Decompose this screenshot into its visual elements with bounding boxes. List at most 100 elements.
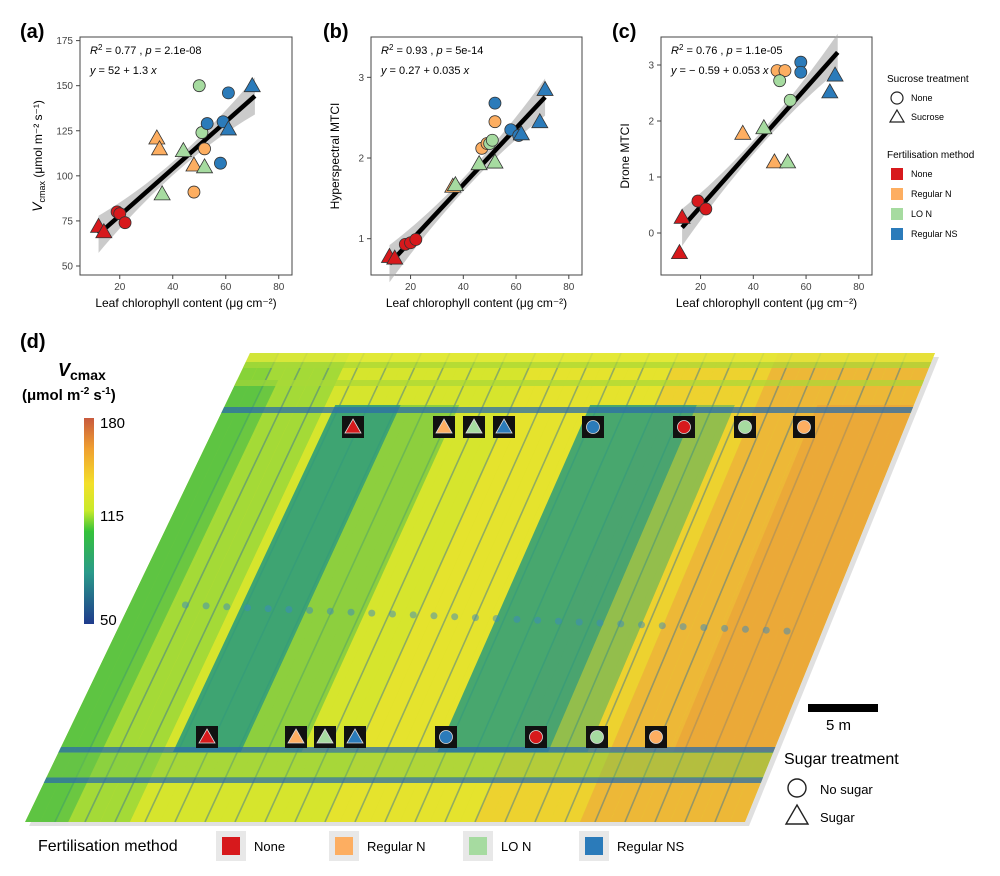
fert-legend-bottom: Fertilisation method None Regular N LO N Re… <box>38 831 685 861</box>
crop-row-line <box>84 353 308 822</box>
data-point <box>488 115 502 129</box>
legend-item-label: None <box>911 169 933 179</box>
colorbar-unit-c: ) <box>111 387 116 404</box>
colorbar-min-label: 50 <box>100 612 117 629</box>
panel-label-c: (c) <box>612 21 636 43</box>
legend-swatch <box>222 837 240 855</box>
data-point <box>446 175 465 192</box>
data-point <box>734 124 752 140</box>
field-strip <box>295 353 522 822</box>
field-spot <box>264 605 272 613</box>
field-spot <box>223 603 231 611</box>
scatter-panel-a: 20 40 60 80 50 75 100 125 150 175 R2 = 0.77 , p = … <box>29 36 293 310</box>
svg-text:Vcmax: Vcmax <box>58 360 106 383</box>
plot-marker-regular-n <box>287 728 305 744</box>
field-spot <box>534 616 542 624</box>
plot-marker-regular-ns <box>346 728 364 744</box>
field-strip <box>610 353 821 822</box>
data-point <box>778 153 797 169</box>
y-tick-label: 175 <box>56 36 73 47</box>
legend-swatch <box>585 837 603 855</box>
field-spot <box>181 601 189 609</box>
field-spot <box>471 614 479 622</box>
panel-label-b: (b) <box>323 21 349 43</box>
legend-item-label: Regular N <box>367 839 426 854</box>
field-strip <box>325 353 550 822</box>
x-tick-label: 60 <box>801 282 813 293</box>
colorbar-unit-a: (μmol m <box>22 387 80 404</box>
legend-top: Sucrose treatment None Sucrose Fertilisa… <box>887 74 974 240</box>
colorbar-unit-exp1: -2 <box>80 386 89 397</box>
field-strip <box>280 353 507 822</box>
field-strip <box>85 353 322 822</box>
field-spot <box>554 617 562 625</box>
legend-item-label: Regular NS <box>911 229 958 239</box>
y-tick-label: 125 <box>56 126 73 137</box>
field-band <box>25 353 935 362</box>
field-heatmap <box>25 353 935 822</box>
data-point <box>794 65 808 79</box>
data-point <box>150 139 169 156</box>
data-point <box>691 194 705 208</box>
data-point <box>214 156 227 170</box>
x-tick-label: 20 <box>695 282 707 293</box>
data-point <box>192 79 206 93</box>
field-spot <box>700 624 708 631</box>
field-band <box>25 407 935 413</box>
plot-marker-none <box>529 730 543 744</box>
field-spot <box>638 621 646 629</box>
data-point <box>783 93 797 107</box>
field-spot <box>285 606 293 613</box>
data-point <box>699 202 713 216</box>
sugar-legend-sugar: Sugar <box>820 810 855 825</box>
legend-sucrose-label: Sucrose <box>911 112 944 122</box>
data-point <box>488 96 502 110</box>
field-spot <box>658 622 666 630</box>
x-tick-label: 80 <box>853 282 865 293</box>
stats-r2: R2 = 0.93 , p = 5e-14 <box>381 43 483 57</box>
field-map <box>25 353 939 826</box>
field-block <box>240 405 460 752</box>
field-strip <box>625 353 836 822</box>
x-tick-label: 20 <box>114 282 126 293</box>
data-point <box>673 208 691 224</box>
colorbar-title-main: V <box>58 360 72 380</box>
data-point <box>778 64 792 77</box>
field-strip <box>595 353 807 822</box>
y-tick-label: 1 <box>648 173 654 184</box>
y-tick-label: 100 <box>56 171 73 182</box>
x-axis-label: Leaf chlorophyll content (μg cm⁻²) <box>676 296 857 310</box>
legend-item-label: Regular NS <box>617 839 685 854</box>
fert-legend-bottom-title: Fertilisation method <box>38 838 178 855</box>
crop-row-line <box>114 353 337 822</box>
data-point <box>198 142 211 156</box>
plot-marker-regular-n <box>797 420 811 434</box>
data-point <box>386 249 404 265</box>
data-point <box>195 158 214 174</box>
data-point <box>153 185 171 201</box>
y-tick-label: 150 <box>56 81 73 92</box>
field-block <box>437 405 697 752</box>
field-strip <box>340 353 564 822</box>
legend-triangle-symbol <box>888 108 906 123</box>
field-spot <box>430 612 438 620</box>
plot-marker-regular-ns <box>586 420 600 434</box>
field-strip <box>310 353 536 822</box>
field-spot <box>492 615 500 622</box>
data-point <box>773 74 787 88</box>
sugar-legend-triangle <box>784 803 810 825</box>
colorbar-unit-exp2: -1 <box>102 386 111 397</box>
legend-circle-symbol <box>890 91 904 105</box>
stats-equation: y = 0.27 + 0.035 x <box>380 65 470 77</box>
y-tick-label: 2 <box>648 117 654 128</box>
y-tick-label: 2 <box>358 154 364 165</box>
data-point <box>118 216 132 230</box>
crop-row-line <box>384 353 594 822</box>
scale-bar-label: 5 m <box>826 717 851 734</box>
data-point <box>765 153 784 169</box>
data-point <box>755 118 773 135</box>
sucrose-legend-title: Sucrose treatment <box>887 74 969 85</box>
legend-swatch <box>891 168 903 180</box>
legend-item-label: Regular N <box>911 189 952 199</box>
